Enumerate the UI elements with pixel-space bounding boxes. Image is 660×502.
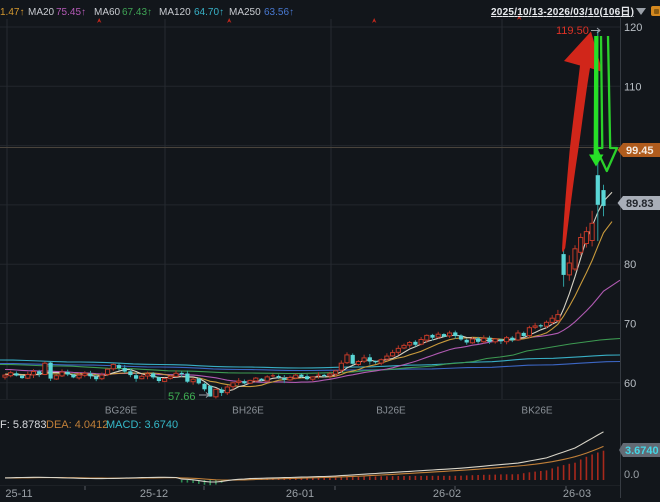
svg-text:MA20: MA20 <box>28 7 55 18</box>
svg-text:BK26E: BK26E <box>521 406 552 417</box>
svg-text:MACD: 3.6740: MACD: 3.6740 <box>106 419 178 431</box>
svg-text:2025/10/13-2026/03/10(106日): 2025/10/13-2026/03/10(106日) <box>491 6 634 18</box>
svg-text:3.6740: 3.6740 <box>625 445 659 457</box>
svg-text:64.70↑: 64.70↑ <box>194 7 224 18</box>
svg-text:BH26E: BH26E <box>232 406 264 417</box>
svg-text:DEA: 4.0412: DEA: 4.0412 <box>46 419 108 431</box>
svg-text:BG26E: BG26E <box>105 406 138 417</box>
svg-text:67.43↑: 67.43↑ <box>122 7 152 18</box>
svg-text:1.47↑: 1.47↑ <box>0 7 24 18</box>
svg-text:26-01: 26-01 <box>286 488 314 500</box>
svg-text:BJ26E: BJ26E <box>376 406 406 417</box>
svg-text:57.66: 57.66 <box>168 391 196 403</box>
svg-text:MA60: MA60 <box>94 7 121 18</box>
svg-text:60: 60 <box>624 378 636 390</box>
svg-text:119.50: 119.50 <box>556 25 589 37</box>
svg-text:0.0: 0.0 <box>624 469 639 481</box>
svg-text:80: 80 <box>624 259 636 271</box>
svg-text:MA120: MA120 <box>159 7 191 18</box>
svg-text:110: 110 <box>624 81 642 93</box>
svg-text:MA250: MA250 <box>229 7 261 18</box>
svg-text:26-03: 26-03 <box>563 488 591 500</box>
svg-text:63.56↑: 63.56↑ <box>264 7 294 18</box>
svg-text:25-12: 25-12 <box>140 488 168 500</box>
svg-text:99.45: 99.45 <box>626 145 654 157</box>
svg-text:120: 120 <box>624 22 642 34</box>
svg-text:75.45↑: 75.45↑ <box>56 7 86 18</box>
svg-text:26-02: 26-02 <box>433 488 461 500</box>
svg-text:89.83: 89.83 <box>626 198 654 210</box>
svg-text:F: 5.8783: F: 5.8783 <box>0 419 46 431</box>
svg-text:25-11: 25-11 <box>5 488 32 500</box>
svg-text:70: 70 <box>624 319 636 331</box>
